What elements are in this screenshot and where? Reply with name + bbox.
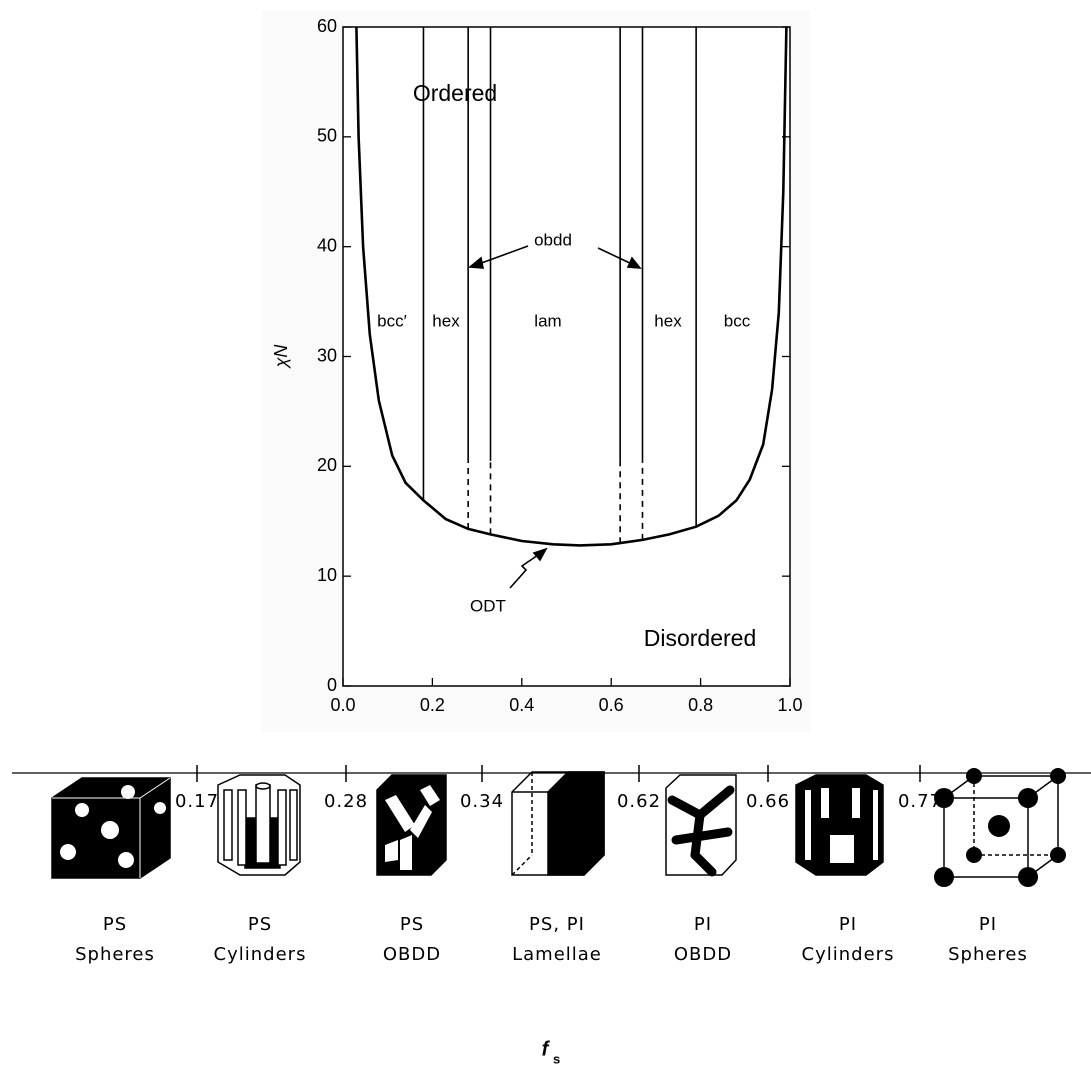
y-tick-label: 50: [317, 126, 337, 146]
icon-pi-cylinders: [796, 775, 883, 875]
annotation: Ordered: [413, 80, 497, 106]
morphology-label: PS: [103, 914, 127, 935]
annotation: hex: [432, 311, 460, 330]
scale-label: f: [542, 1038, 551, 1060]
morphology-label: PS, PI: [529, 914, 585, 935]
morphology-label: OBDD: [383, 944, 441, 965]
morphology-label: PI: [979, 914, 997, 935]
x-tick-label: 0.0: [330, 695, 355, 715]
annotation: bcc′: [377, 311, 407, 330]
y-tick-label: 30: [317, 345, 337, 365]
morphology-label: PS: [248, 914, 272, 935]
morphology-label: Cylinders: [214, 944, 307, 965]
x-tick-label: 0.8: [688, 695, 713, 715]
icon-ps-obdd: [377, 775, 446, 875]
icon-lamellae: [512, 772, 604, 875]
morphology-label: Spheres: [75, 944, 155, 965]
annotation: ODT: [470, 596, 506, 615]
icon-ps-spheres: [52, 778, 170, 878]
scale-tick-label: 0.28: [324, 791, 368, 812]
x-tick-label: 0.2: [420, 695, 445, 715]
annotation: bcc: [724, 311, 751, 330]
annotation: obdd: [534, 230, 572, 249]
scale-tick-label: 0.34: [460, 791, 504, 812]
morphology-label: OBDD: [674, 944, 732, 965]
figure: χN: [0, 0, 1091, 1074]
scale-tick-label: 0.62: [617, 791, 661, 812]
icon-ps-cylinders: [218, 775, 300, 875]
plot-frame: [343, 27, 790, 686]
scale-tick-label: 0.17: [175, 791, 219, 812]
x-tick-label: 1.0: [777, 695, 802, 715]
y-tick-label: 20: [317, 455, 337, 475]
annotation: hex: [654, 311, 682, 330]
icon-pi-spheres: [934, 768, 1066, 887]
y-tick-label: 0: [327, 675, 337, 695]
morphology-label: PI: [839, 914, 857, 935]
y-tick-label: 10: [317, 565, 337, 585]
morphology-label: Lamellae: [512, 944, 602, 965]
y-tick-label: 60: [317, 16, 337, 36]
morphology-label: PI: [694, 914, 712, 935]
morphology-label: Cylinders: [802, 944, 895, 965]
icon-pi-obdd: [666, 775, 736, 875]
scale-tick-label: 0.66: [746, 791, 790, 812]
scale-tick-label: 0.77: [898, 791, 942, 812]
morphology-label: Spheres: [948, 944, 1028, 965]
y-tick-label: 40: [317, 235, 337, 255]
y-axis-label: χN: [271, 344, 291, 370]
annotation: lam: [534, 311, 561, 330]
scale-label-subscript: s: [553, 1051, 560, 1066]
x-tick-label: 0.4: [509, 695, 534, 715]
annotation: Disordered: [644, 625, 757, 651]
morphology-label: PS: [400, 914, 424, 935]
x-tick-label: 0.6: [599, 695, 624, 715]
